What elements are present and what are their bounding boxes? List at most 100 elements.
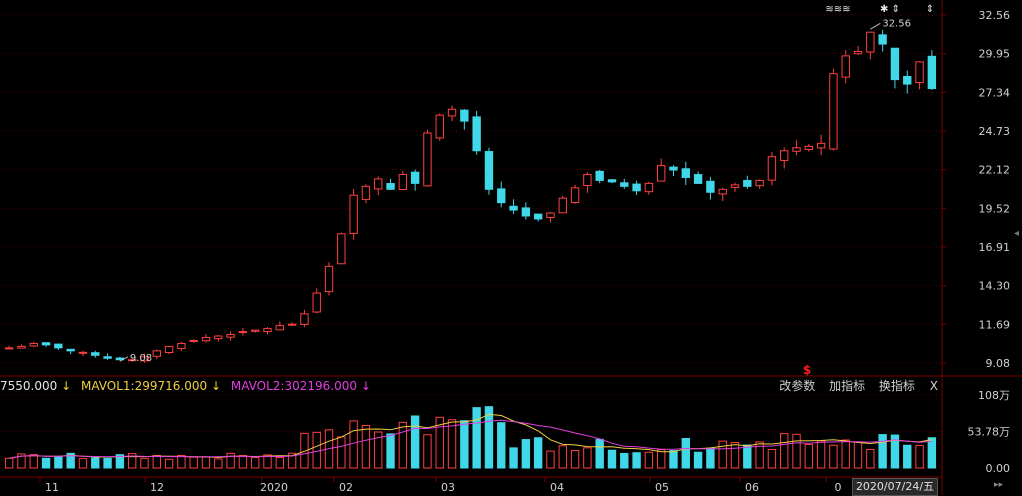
candle-body	[312, 292, 321, 313]
edit-params-button[interactable]: 改参数	[779, 379, 816, 393]
candle-body	[903, 76, 912, 85]
top-event-marker: ≋≋≋	[825, 4, 850, 15]
time-tick-label: 04	[550, 481, 564, 494]
close-indicator-button[interactable]: X	[929, 379, 938, 393]
volume-bar	[730, 442, 740, 469]
volume-bar	[866, 448, 875, 469]
volume-bar	[460, 420, 469, 469]
volume-bar	[140, 457, 149, 469]
candle-body	[546, 212, 555, 219]
candle-body	[17, 345, 26, 349]
candle-body	[29, 342, 38, 347]
volume-bar	[54, 456, 63, 469]
dividend-marker: $	[803, 363, 811, 377]
mavol2-line	[9, 419, 932, 459]
add-indicator-button[interactable]: 加指标	[829, 379, 866, 393]
candle-body	[866, 31, 875, 53]
volume-bar	[29, 454, 38, 469]
price-tick-label: 24.73	[979, 125, 1011, 138]
candle-body	[287, 323, 297, 326]
candle-body	[743, 180, 752, 187]
volume-bar	[546, 450, 555, 469]
volume-bar	[214, 458, 223, 469]
volume-bar	[127, 453, 137, 469]
candle-body	[386, 183, 395, 190]
top-event-marker: ✱ ⇕	[880, 4, 900, 15]
volume-bar	[755, 441, 764, 469]
candle-body	[349, 194, 358, 234]
volume-bar	[337, 436, 346, 469]
volume-bar	[521, 439, 531, 469]
candle-body	[816, 142, 826, 149]
low-price-label: 9.08	[130, 353, 152, 364]
volume-bar	[497, 422, 506, 469]
candle-body	[730, 184, 740, 188]
volume-bar	[632, 452, 641, 469]
volume-bar	[657, 449, 666, 469]
time-tick-label: 0	[835, 481, 842, 494]
candle-body	[841, 55, 850, 78]
candle-body	[226, 334, 235, 338]
switch-indicator-button[interactable]: 换指标	[878, 379, 915, 393]
scroll-right-icon[interactable]: ▸▸	[994, 480, 1004, 490]
volume-bar	[447, 419, 457, 469]
volume-bar	[693, 451, 703, 469]
price-tick-label: 11.69	[979, 318, 1011, 331]
candle-body	[152, 350, 161, 357]
candle-body	[570, 187, 580, 204]
candle-body	[361, 185, 371, 200]
volume-bar	[681, 437, 690, 469]
volume-tick-label: 53.78万	[968, 426, 1011, 439]
volume-bar	[706, 448, 715, 469]
candle-body	[41, 342, 51, 346]
volume-bar	[669, 450, 678, 469]
time-tick-label: 05	[655, 481, 669, 494]
candle-body	[558, 197, 567, 214]
volume-bar	[152, 454, 161, 469]
candle-body	[706, 180, 715, 193]
volume-bar	[226, 452, 235, 469]
price-tick-label: 9.08	[986, 357, 1011, 370]
candle-body	[657, 165, 666, 182]
volume-bar	[238, 455, 248, 469]
volume-bar	[509, 447, 518, 469]
candle-body	[497, 188, 506, 204]
volume-bar	[4, 457, 14, 469]
expand-panel-icon[interactable]: ◂	[1014, 228, 1020, 239]
volume-bar	[287, 452, 297, 469]
volume-bar	[17, 453, 26, 469]
low-pointer	[119, 356, 129, 362]
candle-body	[890, 47, 900, 81]
volume-bar	[398, 421, 408, 469]
candle-body	[521, 207, 531, 217]
volume-bar	[484, 406, 494, 469]
candle-body	[878, 34, 887, 45]
volume-bar	[583, 447, 592, 469]
volume-bar	[312, 431, 321, 469]
mavol1-down-arrow-icon: ↓	[210, 379, 222, 393]
volume-bar	[743, 444, 752, 469]
price-tick-label: 29.95	[979, 48, 1011, 61]
candle-body	[140, 356, 149, 362]
candle-body	[533, 213, 543, 220]
time-tick-label: 06	[745, 481, 759, 494]
candle-body	[398, 173, 408, 191]
candle-body	[804, 145, 814, 150]
candle-body	[472, 116, 481, 152]
candle-body	[853, 50, 863, 55]
volume-bar	[644, 451, 654, 469]
candle-body	[201, 337, 211, 342]
volume-bar	[903, 444, 912, 469]
volume-bar	[767, 448, 777, 469]
candle-body	[54, 343, 63, 349]
candle-body	[460, 109, 469, 122]
high-pointer	[870, 22, 881, 30]
vol-value: 7550.000	[0, 379, 58, 393]
volume-bar	[251, 456, 260, 469]
volume-bar	[410, 415, 420, 469]
volume-bar	[533, 437, 543, 469]
volume-bar	[915, 444, 924, 469]
candle-body	[4, 347, 14, 350]
volume-bar	[103, 457, 112, 469]
